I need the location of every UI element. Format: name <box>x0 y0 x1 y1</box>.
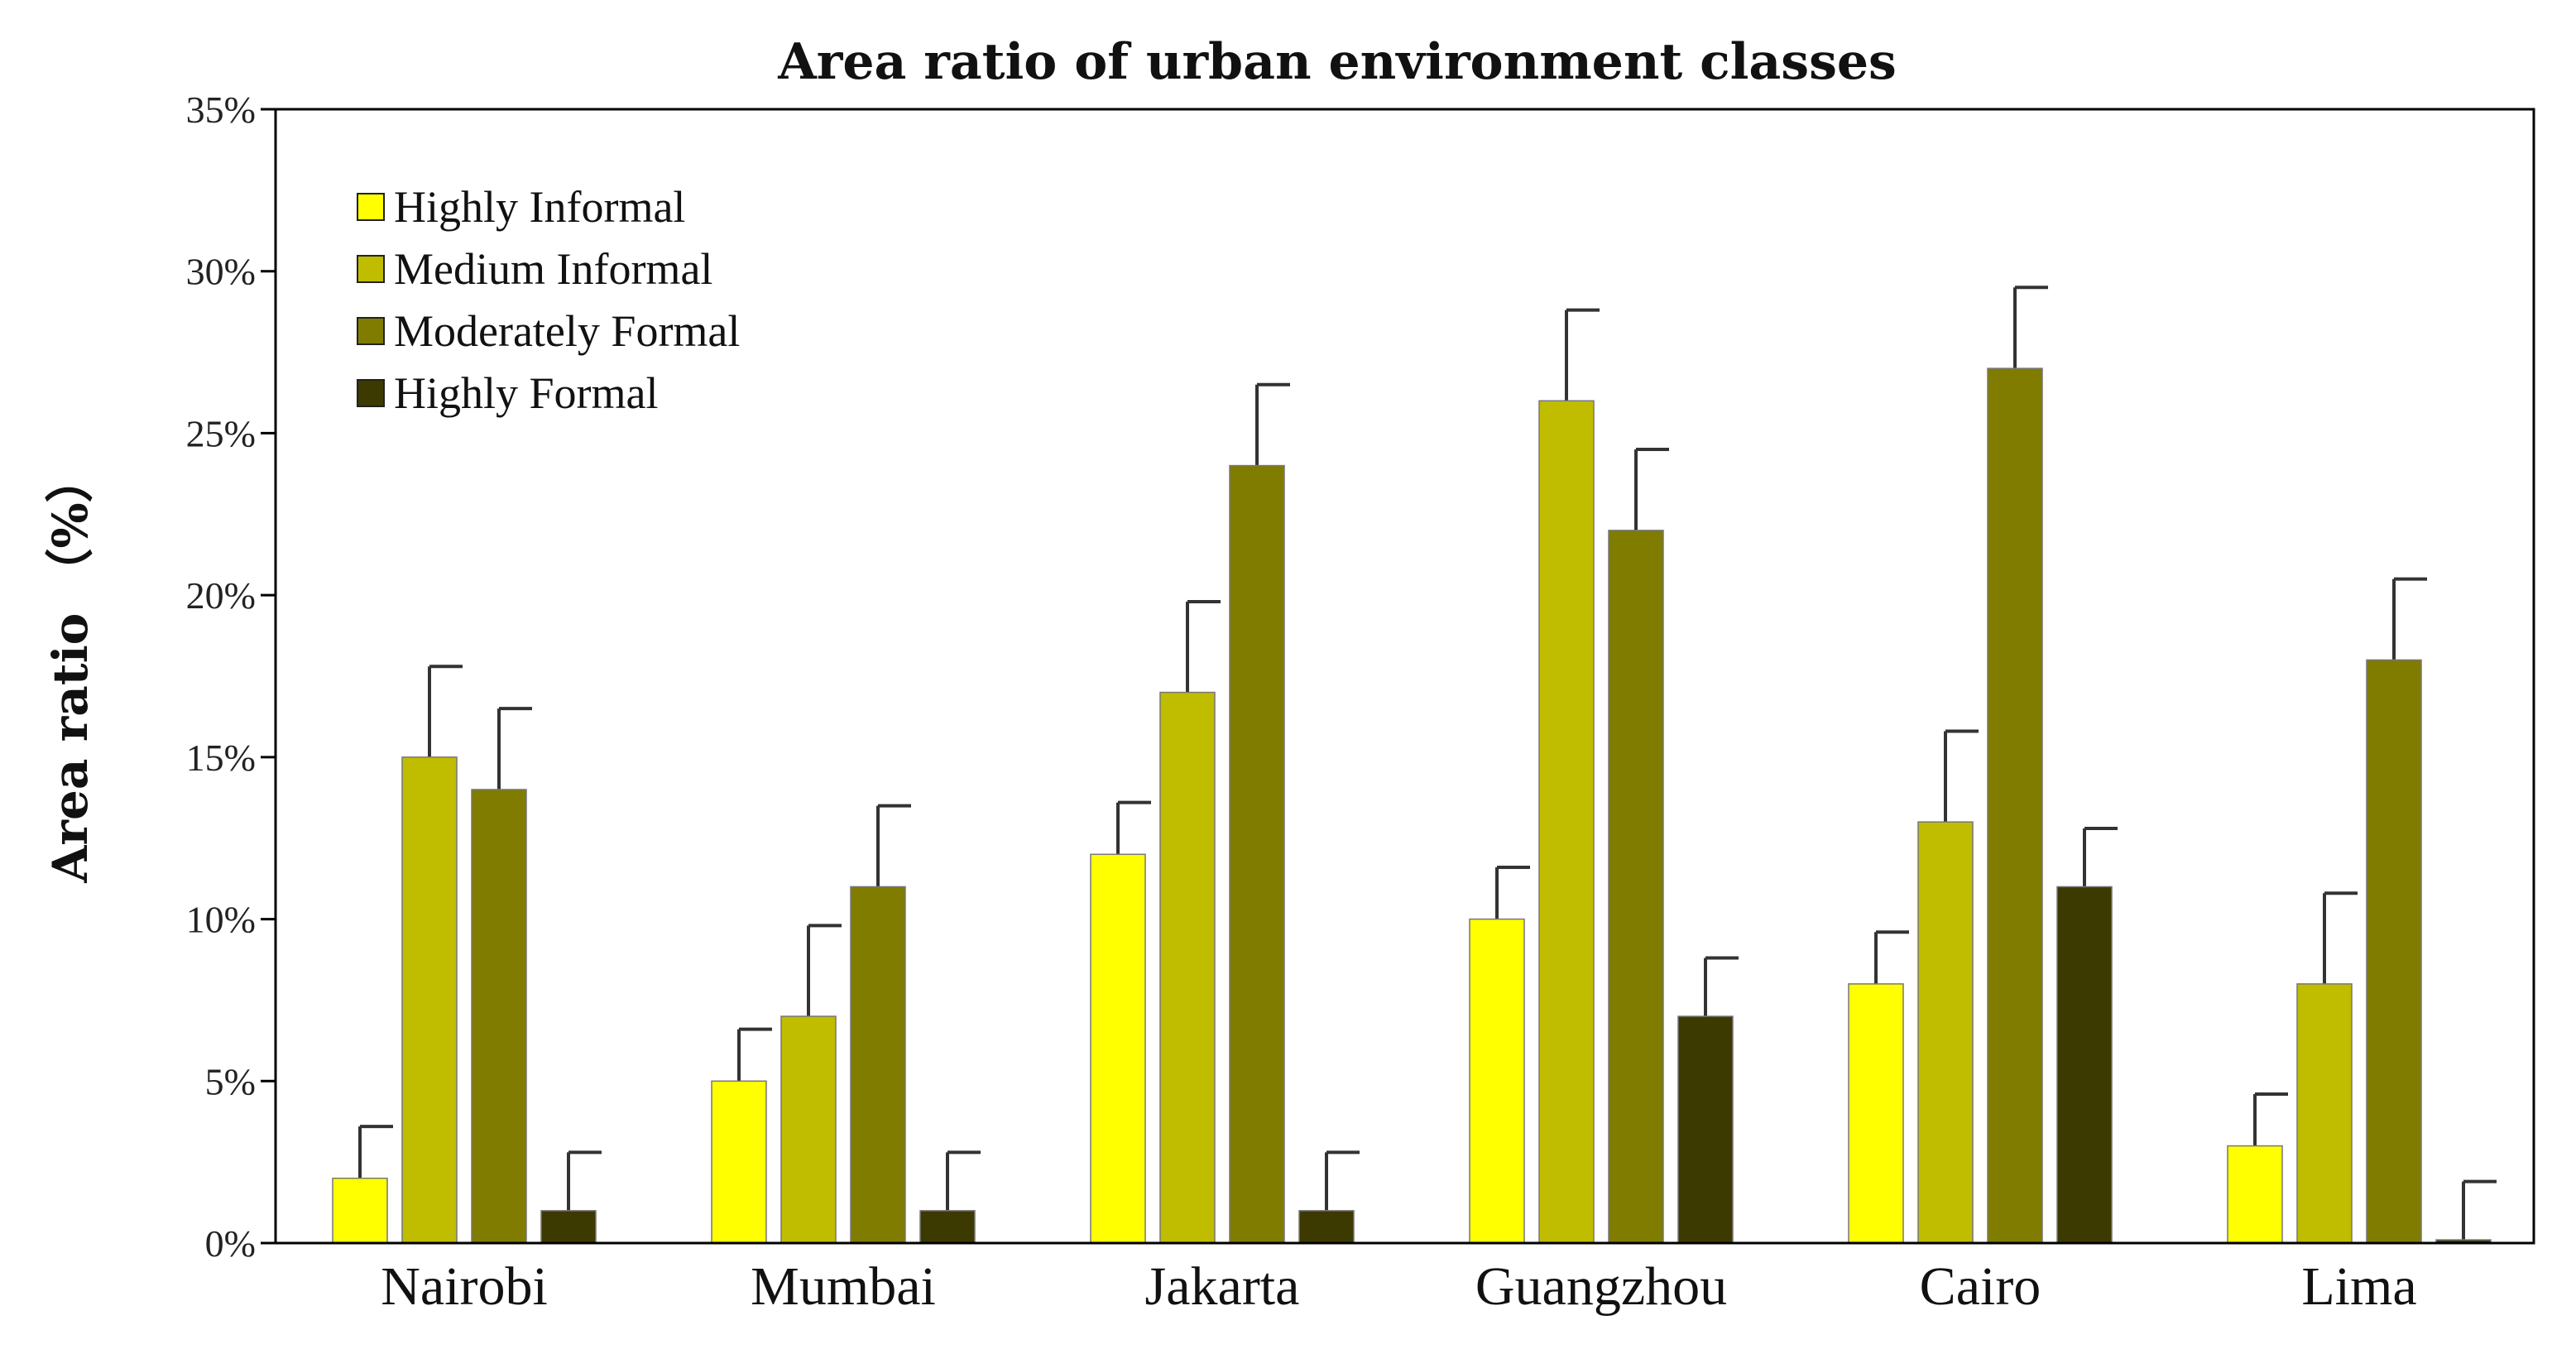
legend-label: Highly Formal <box>394 368 659 418</box>
legend-label: Medium Informal <box>394 244 712 294</box>
bar-nairobi-moderately-formal <box>471 789 527 1244</box>
x-axis: Nairobi Mumbai Jakarta Guangzhou Cairo Lima <box>381 1256 2416 1317</box>
bar-lima-medium-informal <box>2296 983 2353 1244</box>
bar-nairobi-highly-formal <box>540 1210 597 1244</box>
y-tick-label: 15% <box>186 737 256 779</box>
bar-nairobi-medium-informal <box>401 756 458 1244</box>
legend-swatch <box>357 255 385 283</box>
bar-guangzhou-highly-informal <box>1469 918 1525 1244</box>
y-axis: 0% 5% 10% 15% 20% 25% 30% 35% <box>186 89 276 1265</box>
bar-guangzhou-moderately-formal <box>1608 530 1664 1244</box>
plot-frame <box>274 108 2535 1245</box>
legend-swatch <box>357 193 385 221</box>
y-axis-label: Area ratio （%） <box>42 454 98 883</box>
bar-nairobi-highly-informal <box>332 1177 388 1244</box>
legend-swatch <box>357 317 385 345</box>
y-tick-label: 0% <box>205 1222 256 1265</box>
y-tick-label: 25% <box>186 412 256 454</box>
x-tick-label: Nairobi <box>381 1256 548 1317</box>
bar-cairo-highly-informal <box>1848 983 1904 1244</box>
bar-lima-highly-informal <box>2227 1145 2283 1244</box>
x-tick-label: Guangzhou <box>1475 1256 1727 1317</box>
bar-guangzhou-medium-informal <box>1538 400 1595 1244</box>
bar-series <box>332 367 2492 1244</box>
error-bars <box>358 286 2497 1241</box>
y-tick-label: 5% <box>205 1060 256 1102</box>
bar-guangzhou-highly-formal <box>1677 1015 1734 1244</box>
bar-jakarta-highly-informal <box>1090 853 1146 1244</box>
bar-cairo-highly-formal <box>2056 886 2113 1244</box>
bar-cairo-moderately-formal <box>1987 367 2043 1244</box>
bar-mumbai-moderately-formal <box>850 886 906 1244</box>
legend-label: Highly Informal <box>394 182 685 232</box>
bar-lima-moderately-formal <box>2366 659 2422 1244</box>
bar-jakarta-medium-informal <box>1159 691 1216 1244</box>
legend: Highly Informal Medium Informal Moderately… <box>357 182 740 418</box>
legend-label: Moderately Formal <box>394 306 740 356</box>
x-tick-label: Jakarta <box>1145 1256 1300 1317</box>
chart-title: Area ratio of urban environment classes <box>777 33 1897 91</box>
x-tick-label: Lima <box>2301 1256 2416 1317</box>
bar-mumbai-highly-informal <box>711 1080 767 1244</box>
bar-mumbai-medium-informal <box>780 1015 837 1244</box>
x-tick-label: Cairo <box>1920 1256 2041 1317</box>
y-tick-label: 30% <box>186 251 256 293</box>
bar-mumbai-highly-formal <box>919 1210 976 1244</box>
bar-jakarta-moderately-formal <box>1229 464 1285 1244</box>
x-tick-label: Mumbai <box>751 1256 936 1317</box>
legend-swatch <box>357 379 385 407</box>
bar-jakarta-highly-formal <box>1298 1210 1355 1244</box>
y-tick-label: 20% <box>186 574 256 617</box>
bar-cairo-medium-informal <box>1917 821 1974 1244</box>
y-tick-label: 10% <box>186 899 256 941</box>
y-tick-label: 35% <box>186 89 256 131</box>
